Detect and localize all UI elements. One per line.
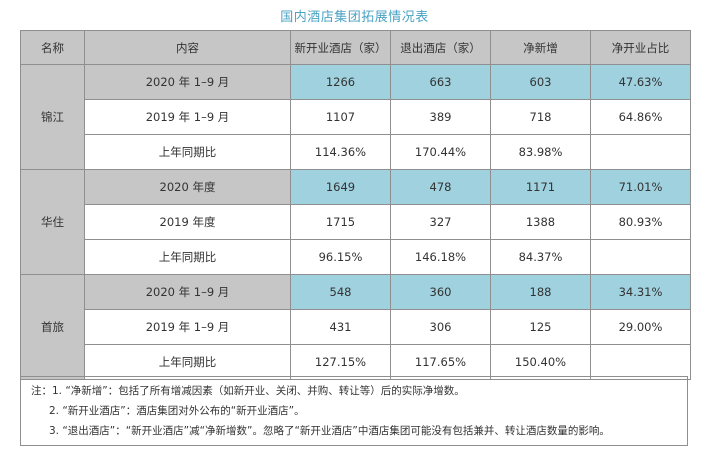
table-row: 2019 年 1–9 月 431 306 125 29.00% — [21, 309, 691, 345]
net-cell: 603 — [490, 64, 591, 100]
period-cell: 上年同期比 — [84, 344, 291, 380]
ratio-cell: 80.93% — [590, 204, 691, 240]
exit-cell: 146.18% — [390, 239, 491, 275]
period-cell: 上年同期比 — [84, 239, 291, 275]
ratio-cell: 29.00% — [590, 309, 691, 345]
table-title: 国内酒店集团拓展情况表 — [280, 10, 429, 25]
exit-cell: 478 — [390, 169, 491, 205]
table-row: 锦江 2020 年 1–9 月 1266 663 603 47.63% — [20, 64, 691, 170]
table-row: 上年同期比 127.15% 117.65% 150.40% — [21, 344, 691, 380]
new-cell: 114.36% — [290, 134, 391, 170]
exit-cell: 306 — [390, 309, 491, 345]
exit-cell: 327 — [390, 204, 491, 240]
ratio-cell — [590, 134, 691, 170]
ratio-cell: 64.86% — [590, 99, 691, 135]
ratio-cell — [590, 239, 691, 275]
table-row: 2019 年 1–9 月 1107 389 718 64.86% — [21, 99, 691, 135]
table-row: 上年同期比 96.15% 146.18% 84.37% — [21, 239, 691, 275]
exit-cell: 360 — [390, 274, 491, 310]
hotel-expansion-table: 名称 内容 新开业酒店（家） 退出酒店（家） 净新增 净开业占比 锦江 2020… — [20, 30, 691, 380]
net-cell: 84.37% — [490, 239, 591, 275]
table-row: 华住 2020 年度 1649 478 1171 71.01% — [20, 169, 691, 275]
company-name: 华住 — [20, 169, 85, 275]
net-cell: 718 — [490, 99, 591, 135]
note-line-1: 注：1. “净新增”：包括了所有增减因素（如新开业、关闭、并购、转让等）后的实际… — [31, 385, 465, 397]
net-cell: 83.98% — [490, 134, 591, 170]
period-cell: 2020 年 1–9 月 — [84, 64, 291, 100]
period-cell: 2019 年 1–9 月 — [84, 309, 291, 345]
new-cell: 548 — [290, 274, 391, 310]
table-row: 上年同期比 114.36% 170.44% 83.98% — [21, 134, 691, 170]
notes-box: 注：1. “净新增”：包括了所有增减因素（如新开业、关闭、并购、转让等）后的实际… — [20, 376, 688, 446]
company-name: 首旅 — [20, 274, 85, 380]
header-row: 名称 内容 新开业酒店（家） 退出酒店（家） 净新增 净开业占比 — [20, 30, 691, 65]
period-cell: 2020 年 1–9 月 — [84, 274, 291, 310]
note-line-3: 3. “退出酒店”：“新开业酒店”减“净新增数”。忽略了“新开业酒店”中酒店集团… — [49, 425, 610, 437]
period-cell: 2019 年度 — [84, 204, 291, 240]
header-exit-hotels: 退出酒店（家） — [390, 30, 491, 65]
new-cell: 96.15% — [290, 239, 391, 275]
table-row: 2019 年度 1715 327 1388 80.93% — [21, 204, 691, 240]
net-cell: 150.40% — [490, 344, 591, 380]
ratio-cell: 71.01% — [590, 169, 691, 205]
net-cell: 188 — [490, 274, 591, 310]
net-cell: 125 — [490, 309, 591, 345]
period-cell: 2020 年度 — [84, 169, 291, 205]
table-row: 首旅 2020 年 1–9 月 548 360 188 34.31% — [20, 274, 691, 380]
net-cell: 1388 — [490, 204, 591, 240]
new-cell: 1266 — [290, 64, 391, 100]
company-name: 锦江 — [20, 64, 85, 170]
header-new-hotels: 新开业酒店（家） — [290, 30, 391, 65]
exit-cell: 663 — [390, 64, 491, 100]
exit-cell: 117.65% — [390, 344, 491, 380]
note-line-2: 2. “新开业酒店”：酒店集团对外公布的“新开业酒店”。 — [49, 405, 305, 417]
new-cell: 431 — [290, 309, 391, 345]
header-net-ratio: 净开业占比 — [590, 30, 691, 65]
net-cell: 1171 — [490, 169, 591, 205]
new-cell: 1715 — [290, 204, 391, 240]
new-cell: 127.15% — [290, 344, 391, 380]
ratio-cell: 34.31% — [590, 274, 691, 310]
ratio-cell: 47.63% — [590, 64, 691, 100]
new-cell: 1107 — [290, 99, 391, 135]
ratio-cell — [590, 344, 691, 380]
period-cell: 上年同期比 — [84, 134, 291, 170]
header-content: 内容 — [84, 30, 291, 65]
header-net-increase: 净新增 — [490, 30, 591, 65]
header-name: 名称 — [20, 30, 85, 65]
new-cell: 1649 — [290, 169, 391, 205]
exit-cell: 170.44% — [390, 134, 491, 170]
period-cell: 2019 年 1–9 月 — [84, 99, 291, 135]
exit-cell: 389 — [390, 99, 491, 135]
